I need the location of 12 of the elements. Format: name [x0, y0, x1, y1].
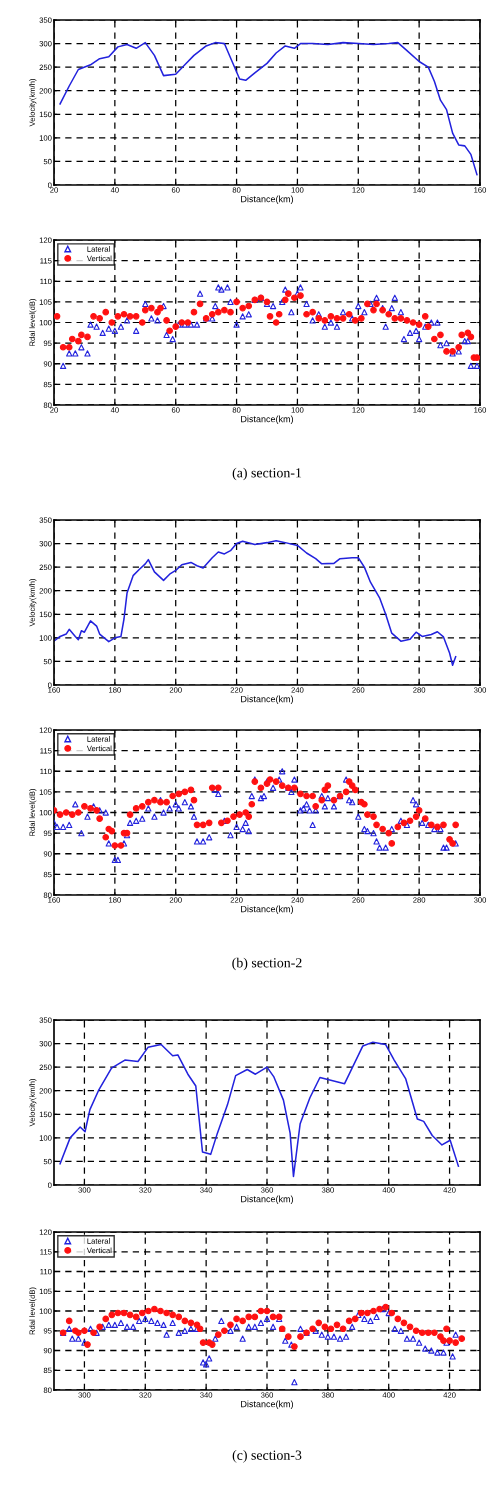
x-axis-title: Distance(km) [241, 695, 294, 704]
x-axis-title: Distance(km) [241, 195, 294, 204]
x-axis-title: Distance(km) [241, 1195, 294, 1204]
text: (c) section-3 [232, 1450, 302, 1463]
x-axis-title: Distance(km) [241, 1400, 294, 1409]
line-series [59, 1041, 460, 1178]
text: (a) section-1 [232, 467, 302, 481]
line-series [59, 41, 478, 176]
text: (b) section-2 [232, 957, 302, 971]
x-axis-title: Distance(km) [241, 905, 294, 914]
line-series [54, 539, 457, 666]
x-axis-title: Distance(km) [241, 415, 294, 424]
